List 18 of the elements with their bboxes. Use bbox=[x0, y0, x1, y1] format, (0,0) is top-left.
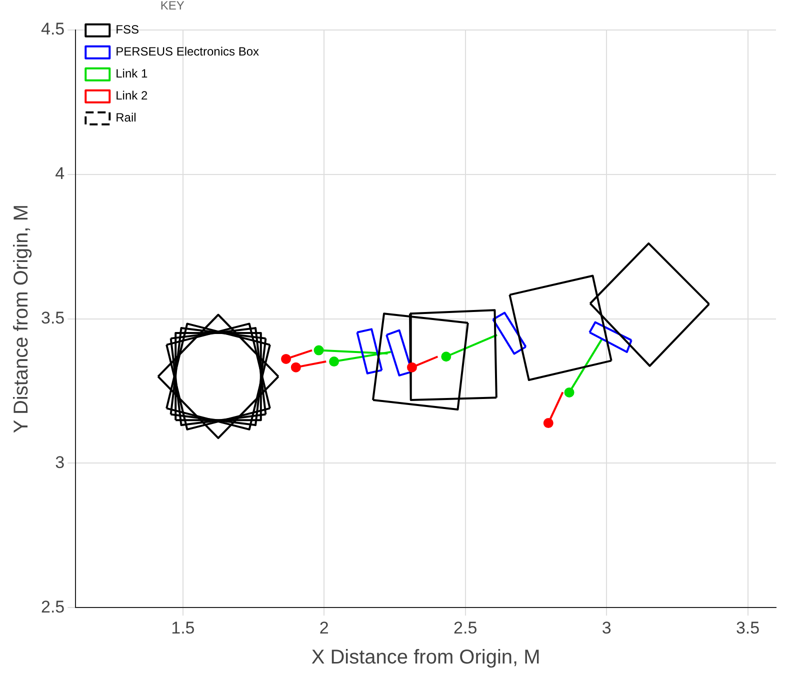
y-tick-label: 3.5 bbox=[40, 308, 65, 328]
legend-label: PERSEUS Electronics Box bbox=[116, 44, 260, 59]
x-tick-label: 3.5 bbox=[736, 618, 760, 638]
legend-title: KEY bbox=[160, 0, 184, 12]
x-tick-label: 2.5 bbox=[454, 618, 478, 638]
x-axis-title: X Distance from Origin, M bbox=[311, 646, 540, 669]
y-axis-title: Y Distance from Origin, M bbox=[10, 204, 33, 434]
y-tick-label: 4.5 bbox=[40, 20, 65, 39]
legend-label: Link 1 bbox=[116, 66, 148, 81]
legend-label: Link 2 bbox=[116, 88, 148, 103]
x-tick-label: 2 bbox=[319, 618, 329, 638]
y-tick-label: 2.5 bbox=[40, 597, 65, 616]
y-tick-label: 3 bbox=[55, 452, 65, 472]
legend-label: Rail bbox=[116, 110, 136, 125]
y-tick-label: 4 bbox=[55, 164, 65, 184]
x-tick-label: 3 bbox=[602, 618, 612, 638]
legend-label: FSS bbox=[116, 22, 139, 37]
x-tick-label: 1.5 bbox=[171, 618, 195, 638]
